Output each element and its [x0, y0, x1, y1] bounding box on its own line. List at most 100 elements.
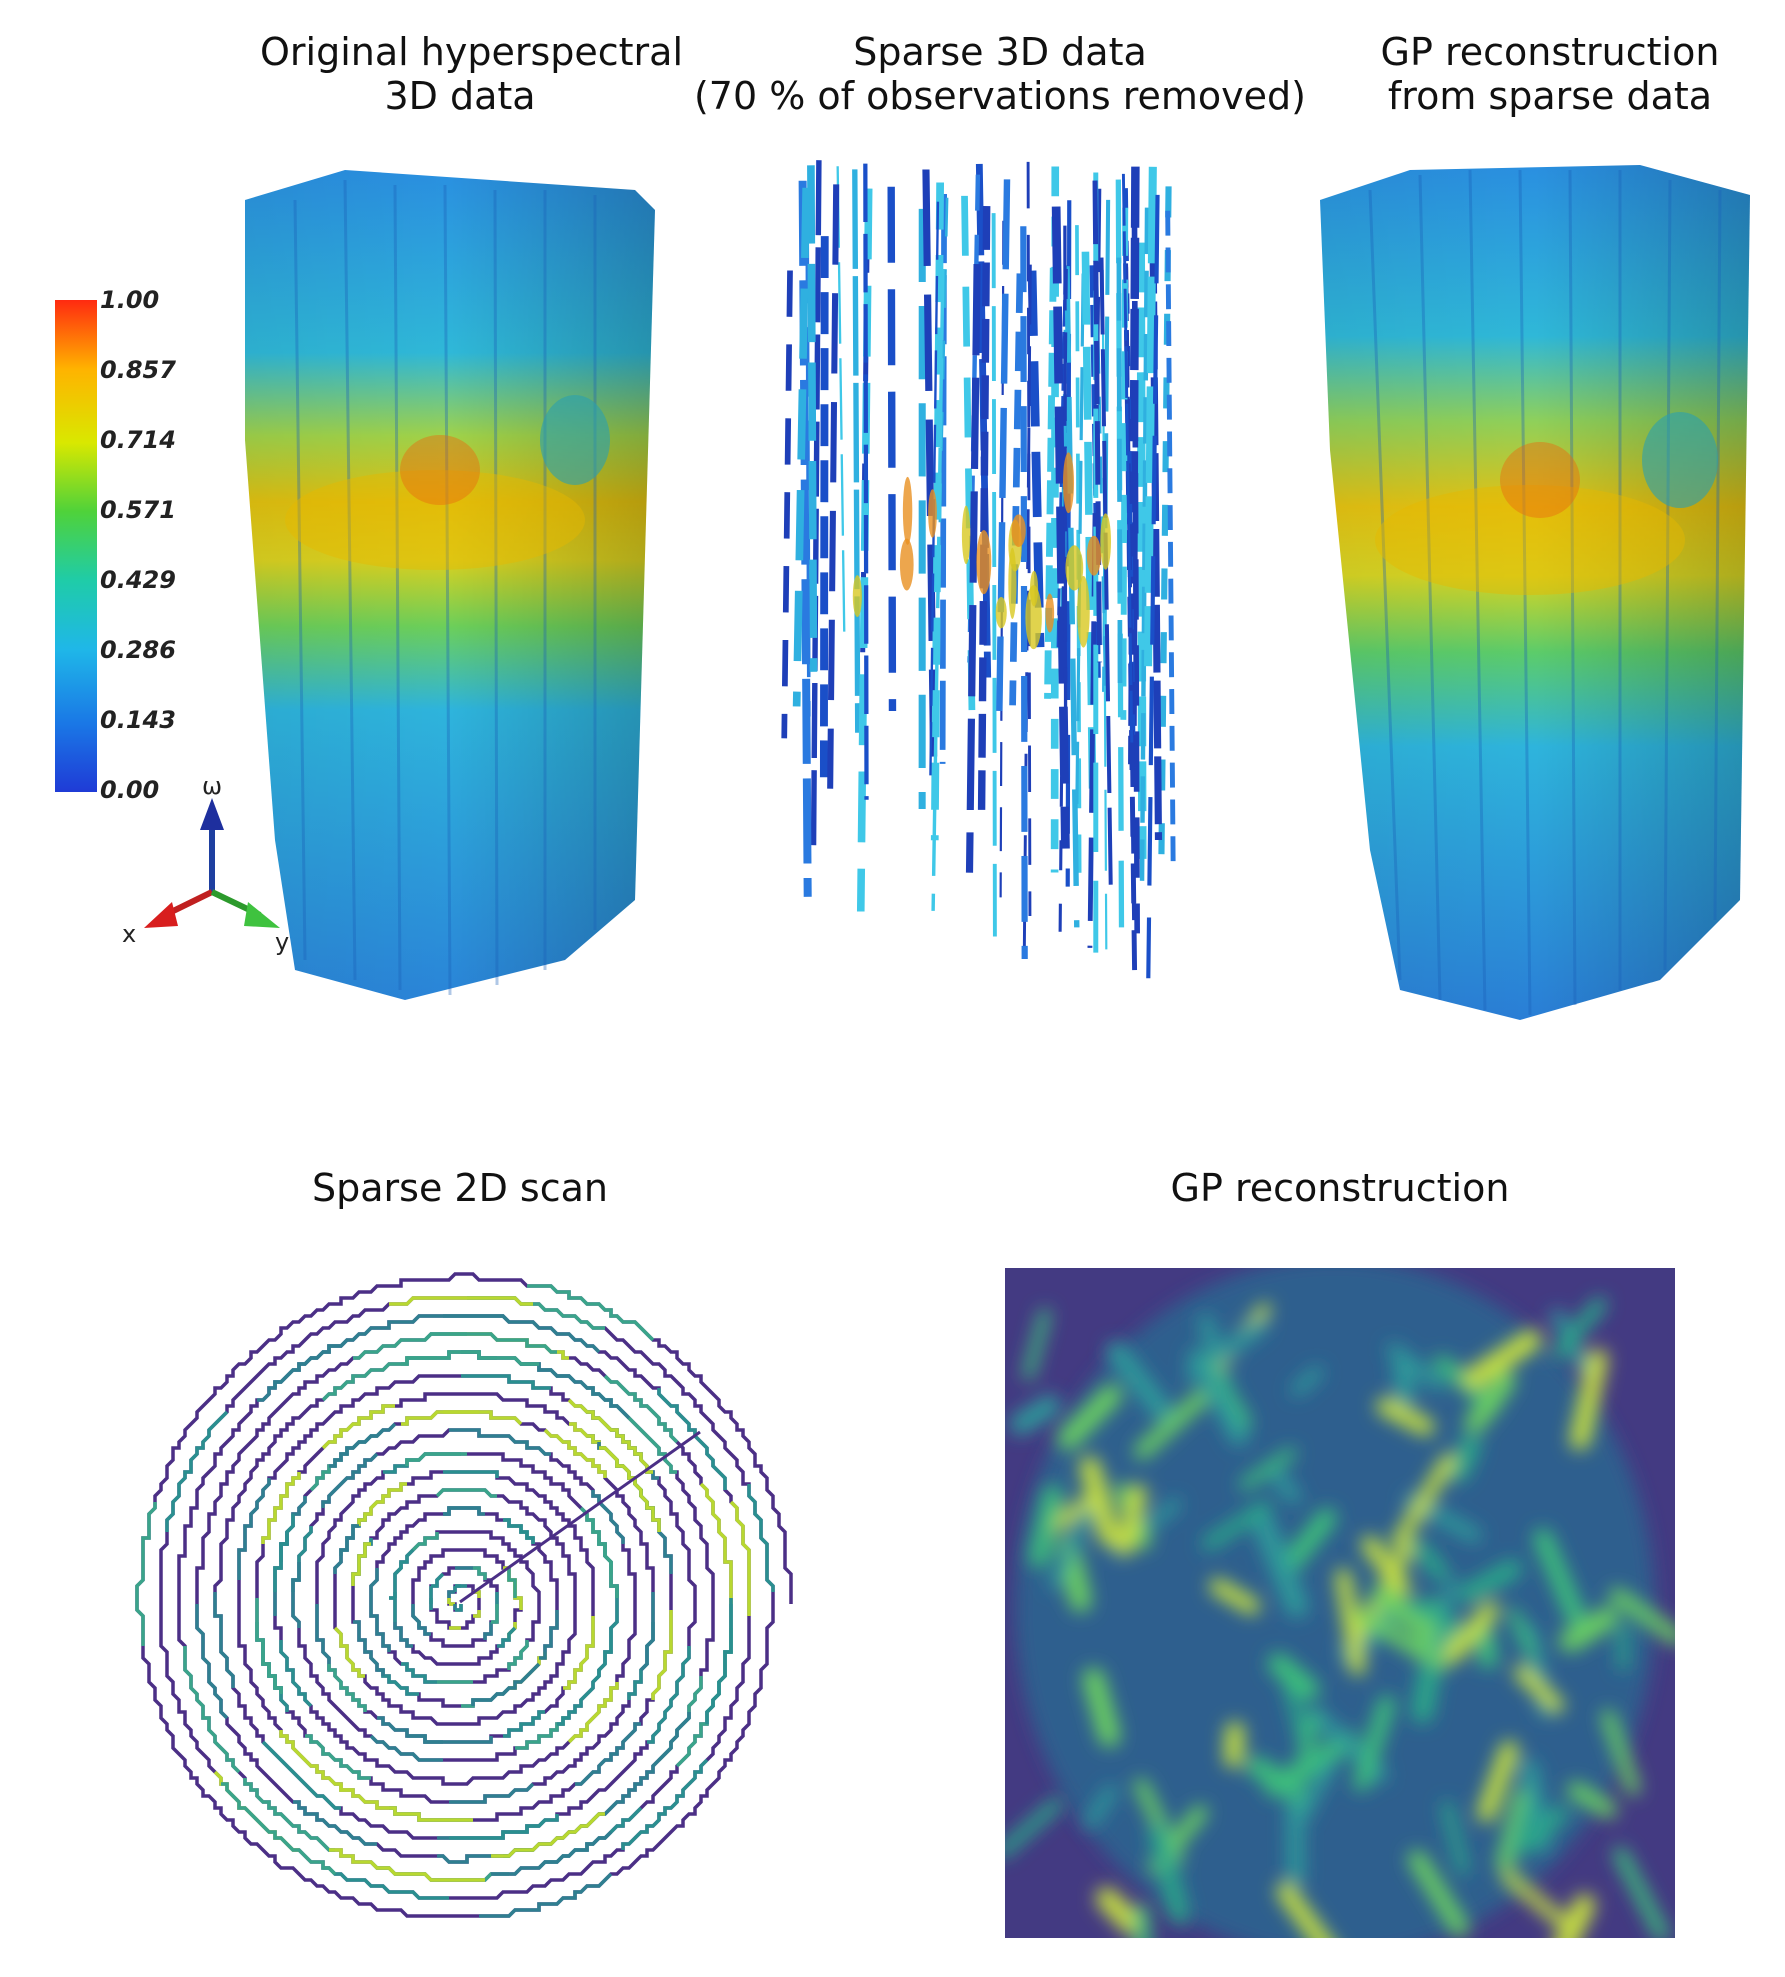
gp-filament	[1533, 1528, 1585, 1625]
spiral-signal-segment	[407, 1734, 493, 1744]
spiral-signal-segment	[443, 1506, 481, 1516]
title-sparse-2d: Sparse 2D scan	[312, 1166, 608, 1210]
gp-filament	[1462, 1329, 1542, 1389]
gp-filament	[1009, 1395, 1061, 1435]
sparse-streak	[819, 236, 829, 778]
sparse-streak	[929, 201, 940, 776]
spiral-signal-segment	[221, 1782, 337, 1876]
gp-filament	[1029, 1485, 1063, 1568]
spiral-signal-segment	[747, 1484, 775, 1592]
sparse-streak	[1158, 186, 1172, 856]
spiral-signal-segment	[357, 1482, 407, 1526]
spiral-signal-segment	[377, 1314, 511, 1330]
gp-filament	[1148, 1824, 1189, 1925]
spiral-signal-segment	[507, 1640, 529, 1670]
sparse-streak	[1116, 257, 1123, 711]
spiral-signal-segment	[423, 1332, 557, 1354]
sparse-streak	[1136, 242, 1147, 859]
spiral-signal-segment	[369, 1734, 443, 1762]
sparse-streak	[1064, 266, 1080, 928]
spiral-signal-segment	[567, 1682, 619, 1744]
gp-filament	[1082, 1667, 1121, 1747]
spiral-signal-segment	[729, 1500, 751, 1616]
spiral-signal-segment	[369, 1610, 391, 1652]
spiral-signal-segment	[483, 1622, 493, 1640]
spiral-signal-segment	[443, 1314, 601, 1354]
spiral-signal-segment	[699, 1482, 733, 1604]
sparse-streak	[1165, 210, 1176, 870]
gp-filament	[1288, 1758, 1337, 1836]
colorbar-tick-label: 1.00	[100, 286, 160, 314]
axis-y-label: y	[275, 928, 290, 956]
spiral-signal-segment	[401, 1662, 437, 1684]
spiral-signal-segment	[411, 1604, 421, 1628]
sparse-streak	[836, 166, 846, 641]
gp-filament	[1507, 1607, 1537, 1658]
spiral-signal-segment	[305, 1734, 371, 1780]
gp-filament	[1407, 1597, 1467, 1637]
spiral-signal-segment	[183, 1646, 241, 1774]
gp-filament	[1392, 1351, 1415, 1406]
colorbar-tick-label: 0.00	[100, 776, 160, 804]
gp-filament	[1133, 1903, 1151, 1938]
spiral-signal-segment	[255, 1622, 283, 1694]
spiral-signal-segment	[411, 1532, 439, 1552]
spiral-signal-segment	[599, 1446, 661, 1532]
spiral-signal-segment	[575, 1722, 641, 1786]
gp-filament	[1601, 1709, 1640, 1796]
gp-filament	[1096, 1887, 1142, 1935]
spiral-signal-segment	[393, 1622, 413, 1648]
sparse-streak-highlight	[1062, 452, 1075, 514]
spiral-signal-segment	[449, 1782, 535, 1804]
sparse-streak	[1121, 173, 1134, 745]
gp-filament	[1501, 1870, 1578, 1936]
gp-filament	[1477, 1740, 1519, 1823]
gp-filament	[1510, 1799, 1534, 1858]
spiral-signal-segment	[491, 1830, 613, 1876]
sparse-streak-highlight	[961, 505, 971, 565]
spiral-signal-segment	[675, 1628, 733, 1768]
sparse-streak	[991, 213, 997, 937]
sparse-streak	[863, 163, 869, 800]
colorbar-tick-label: 0.571	[100, 496, 176, 524]
colorbar-tick-label: 0.857	[100, 356, 176, 384]
gp-filament	[1134, 1390, 1209, 1460]
colorbar-tick-label: 0.286	[100, 636, 176, 664]
sparse-streak-highlight	[1029, 570, 1039, 607]
title-sparse-3d: Sparse 3D data (70 % of observations rem…	[693, 30, 1306, 118]
spiral-signal-segment	[621, 1758, 709, 1850]
gp-filament	[1277, 1508, 1337, 1578]
spiral-signal-segment	[195, 1604, 229, 1720]
spiral-signal-segment	[449, 1332, 569, 1360]
spiral-signal-segment	[327, 1664, 367, 1712]
spiral-signal-segment	[461, 1374, 551, 1390]
sparse-streak-highlight	[1045, 593, 1055, 633]
spiral-signal-segment	[261, 1740, 341, 1810]
spiral-signal-segment	[293, 1800, 377, 1846]
gp-filament	[1464, 1370, 1516, 1434]
gp-filament	[1609, 1587, 1675, 1645]
sparse-streak	[1144, 166, 1157, 667]
sparse-streak	[1026, 161, 1032, 917]
sparse-streak-highlight	[899, 538, 914, 591]
spiral-radial-line	[459, 1430, 701, 1604]
spiral-signal-segment	[351, 1542, 371, 1586]
sparse-streak	[827, 184, 840, 789]
spiral-signal-segment	[443, 1410, 523, 1426]
sparse-streak-highlight	[1011, 514, 1026, 547]
spiral-signal-segment	[567, 1398, 653, 1474]
gp-filament	[1567, 1781, 1617, 1819]
sparse-streak	[1131, 214, 1140, 934]
gp-filament	[1005, 1797, 1063, 1858]
spiral-signal-segment	[321, 1452, 379, 1508]
gp-filament	[1441, 1801, 1469, 1876]
colorbar-tick-label: 0.429	[100, 566, 176, 594]
sparse-3d-volume	[770, 140, 1190, 1010]
gp-filament	[1289, 1712, 1319, 1806]
spiral-signal-segment	[491, 1604, 499, 1624]
sparse-streak	[1020, 226, 1028, 959]
spiral-signal-segment	[491, 1812, 605, 1858]
spiral-signal-segment	[353, 1332, 467, 1360]
gp-filament	[1057, 1384, 1122, 1450]
spiral-signal-segment	[333, 1524, 359, 1574]
